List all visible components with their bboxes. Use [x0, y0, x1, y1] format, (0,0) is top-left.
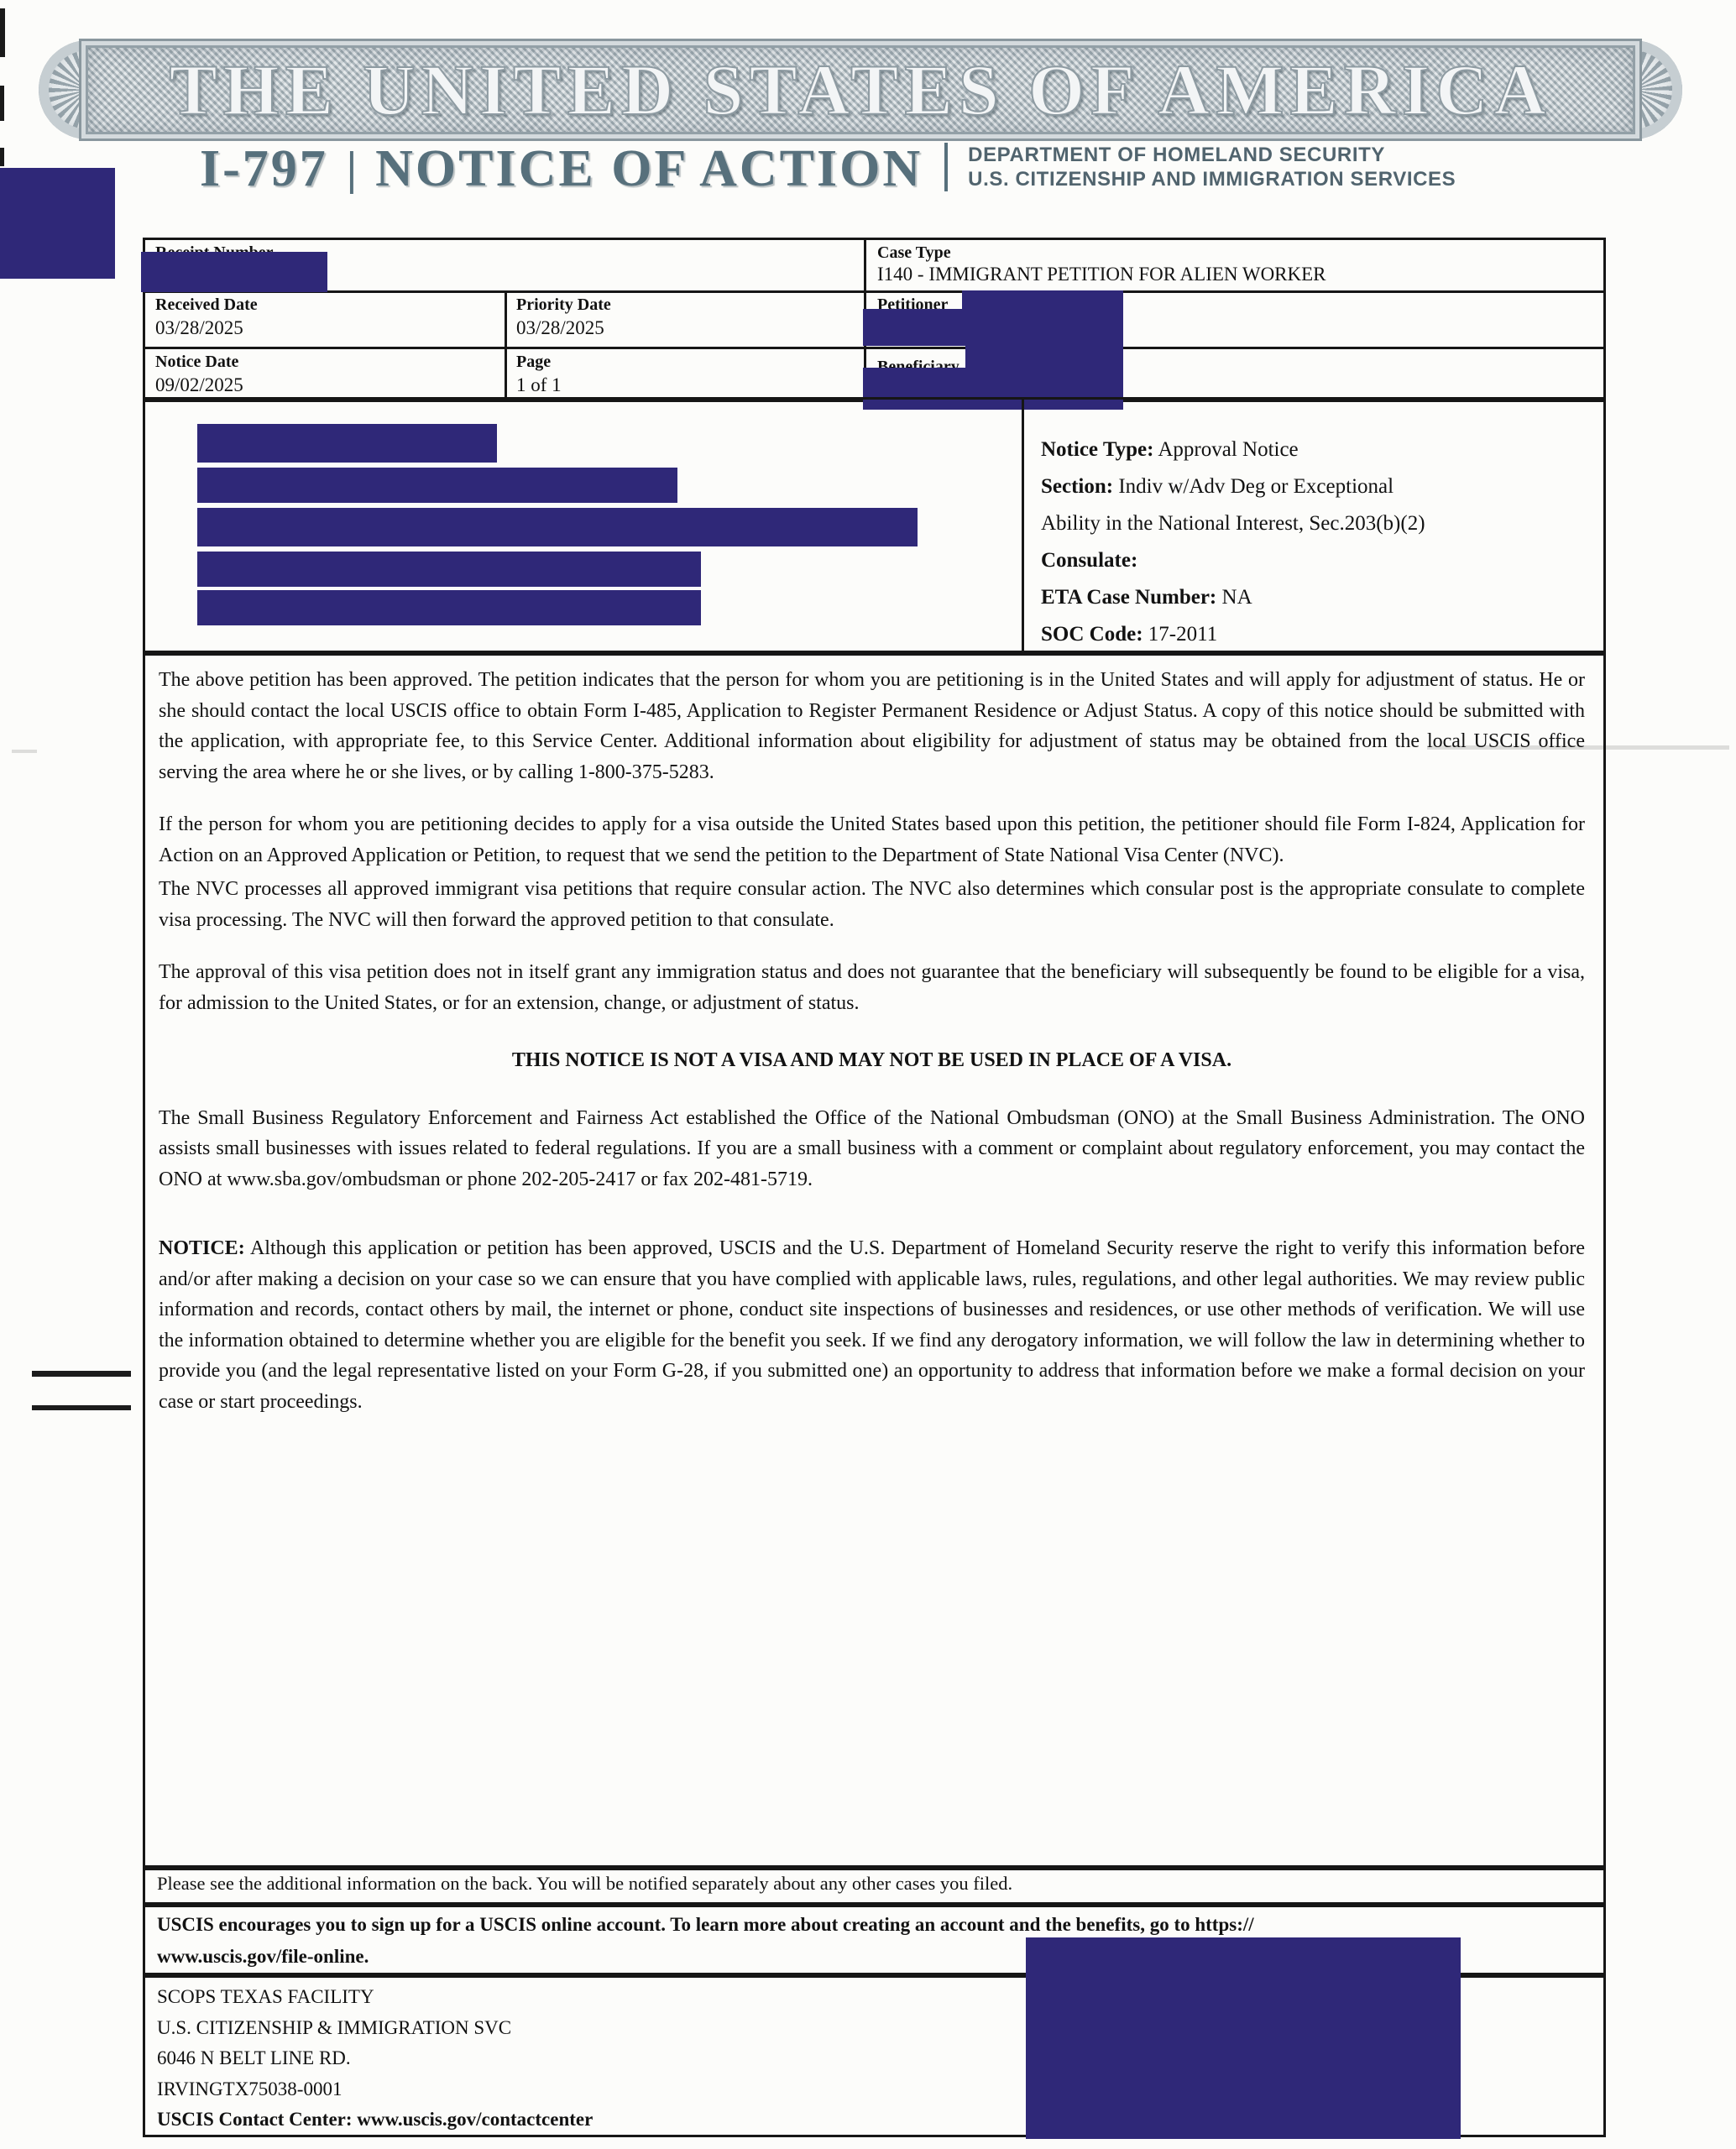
online-account-note: USCIS encourages you to sign up for a US… [157, 1909, 1254, 1973]
beneficiary-redaction [965, 346, 1123, 369]
priority-date-value: 03/28/2025 [516, 317, 604, 338]
body-text-box: The above petition has been approved. Th… [143, 651, 1606, 1870]
priority-date-label: Priority Date [516, 295, 611, 314]
form-number: I-797 [200, 140, 328, 197]
online-note-line-1: USCIS encourages you to sign up for a US… [157, 1914, 1254, 1935]
mailing-address-redaction [197, 424, 497, 463]
case-type-value: I140 - IMMIGRANT PETITION FOR ALIEN WORK… [877, 264, 1326, 285]
banner-title: THE UNITED STATES OF AMERICA [168, 49, 1552, 131]
paragraph-nvc: The NVC processes all approved immigrant… [159, 878, 1585, 931]
form-name: NOTICE OF ACTION [375, 140, 923, 197]
mailing-address-redaction [197, 468, 677, 503]
petitioner-redaction [863, 309, 1123, 346]
dept-line-2: U.S. CITIZENSHIP AND IMMIGRATION SERVICE… [968, 168, 1456, 191]
form-title-row: I-797 | NOTICE OF ACTION DEPARTMENT OF H… [200, 143, 1456, 195]
eta-case-number-line: ETA Case Number: NA [1041, 586, 1252, 609]
page-value: 1 of 1 [516, 374, 562, 395]
section-line: Section: Indiv w/Adv Deg or Exceptional [1041, 475, 1394, 498]
office-address-line: SCOPS TEXAS FACILITY [157, 1986, 374, 2007]
soc-code-line: SOC Code: 17-2011 [1041, 623, 1218, 646]
left-margin-redaction [0, 168, 115, 279]
not-a-visa-warning: THIS NOTICE IS NOT A VISA AND MAY NOT BE… [511, 1049, 1232, 1071]
dept-line-1: DEPARTMENT OF HOMELAND SECURITY [968, 144, 1385, 166]
body-text: The above petition has been approved. Th… [159, 661, 1585, 1417]
scan-streak [12, 750, 37, 753]
received-date-label: Received Date [155, 295, 258, 314]
back-info-row: Please see the additional information on… [143, 1865, 1606, 1907]
paragraph-ombudsman: The Small Business Regulatory Enforcemen… [159, 1106, 1585, 1190]
paragraph-visa-outside-us: If the person for whom you are petitioni… [159, 813, 1585, 866]
margin-registration-mark [32, 1371, 131, 1377]
engraved-banner: THE UNITED STATES OF AMERICA [39, 35, 1682, 144]
issuing-office-address: SCOPS TEXAS FACILITY U.S. CITIZENSHIP & … [157, 1982, 593, 2136]
department-block: DEPARTMENT OF HOMELAND SECURITY U.S. CIT… [944, 143, 1456, 191]
margin-registration-mark [32, 1405, 131, 1410]
beneficiary-redaction [863, 368, 1123, 410]
mailing-address-redaction [197, 552, 701, 587]
receipt-number-redaction [141, 252, 327, 292]
case-type-label: Case Type [877, 243, 951, 262]
scan-edge-artifact [0, 86, 4, 121]
office-address-line: 6046 N BELT LINE RD. [157, 2047, 351, 2068]
consulate-line: Consulate: [1041, 549, 1138, 572]
notice-lead: NOTICE: [159, 1237, 245, 1259]
petitioner-redaction [962, 290, 1123, 312]
contact-center-line: USCIS Contact Center: www.uscis.gov/cont… [157, 2109, 593, 2130]
issuing-office-row: SCOPS TEXAS FACILITY U.S. CITIZENSHIP & … [143, 1973, 1606, 2137]
mailing-address-redaction [197, 508, 918, 546]
address-notice-box: Notice Type: Approval Notice Section: In… [143, 397, 1606, 656]
notice-type-line: Notice Type: Approval Notice [1041, 438, 1299, 461]
section-line-continued: Ability in the National Interest, Sec.20… [1041, 512, 1425, 535]
notice-date-label: Notice Date [155, 353, 239, 371]
scan-edge-artifact [0, 8, 5, 57]
office-address-line: IRVINGTX75038-0001 [157, 2078, 342, 2099]
office-address-line: U.S. CITIZENSHIP & IMMIGRATION SVC [157, 2016, 512, 2038]
notice-type-panel: Notice Type: Approval Notice Section: In… [1041, 431, 1587, 653]
banner-field: THE UNITED STATES OF AMERICA [79, 39, 1642, 141]
mailing-address-redaction [197, 590, 701, 625]
scan-edge-artifact [0, 148, 4, 166]
online-note-line-2: www.uscis.gov/file-online. [157, 1946, 369, 1967]
paragraph-approval: The above petition has been approved. Th… [159, 669, 1585, 783]
online-account-row: USCIS encourages you to sign up for a US… [143, 1902, 1606, 1978]
notice-date-value: 09/02/2025 [155, 374, 243, 395]
received-date-value: 03/28/2025 [155, 317, 243, 338]
page-label: Page [516, 353, 552, 371]
title-divider: | [346, 143, 358, 195]
scan-streak [1427, 745, 1729, 750]
paragraph-no-status-grant: The approval of this visa petition does … [159, 961, 1585, 1014]
back-info-text: Please see the additional information on… [157, 1873, 1013, 1894]
footer-redaction [1026, 1937, 1461, 2139]
paragraph-verification-notice: NOTICE: Although this application or pet… [159, 1237, 1585, 1413]
